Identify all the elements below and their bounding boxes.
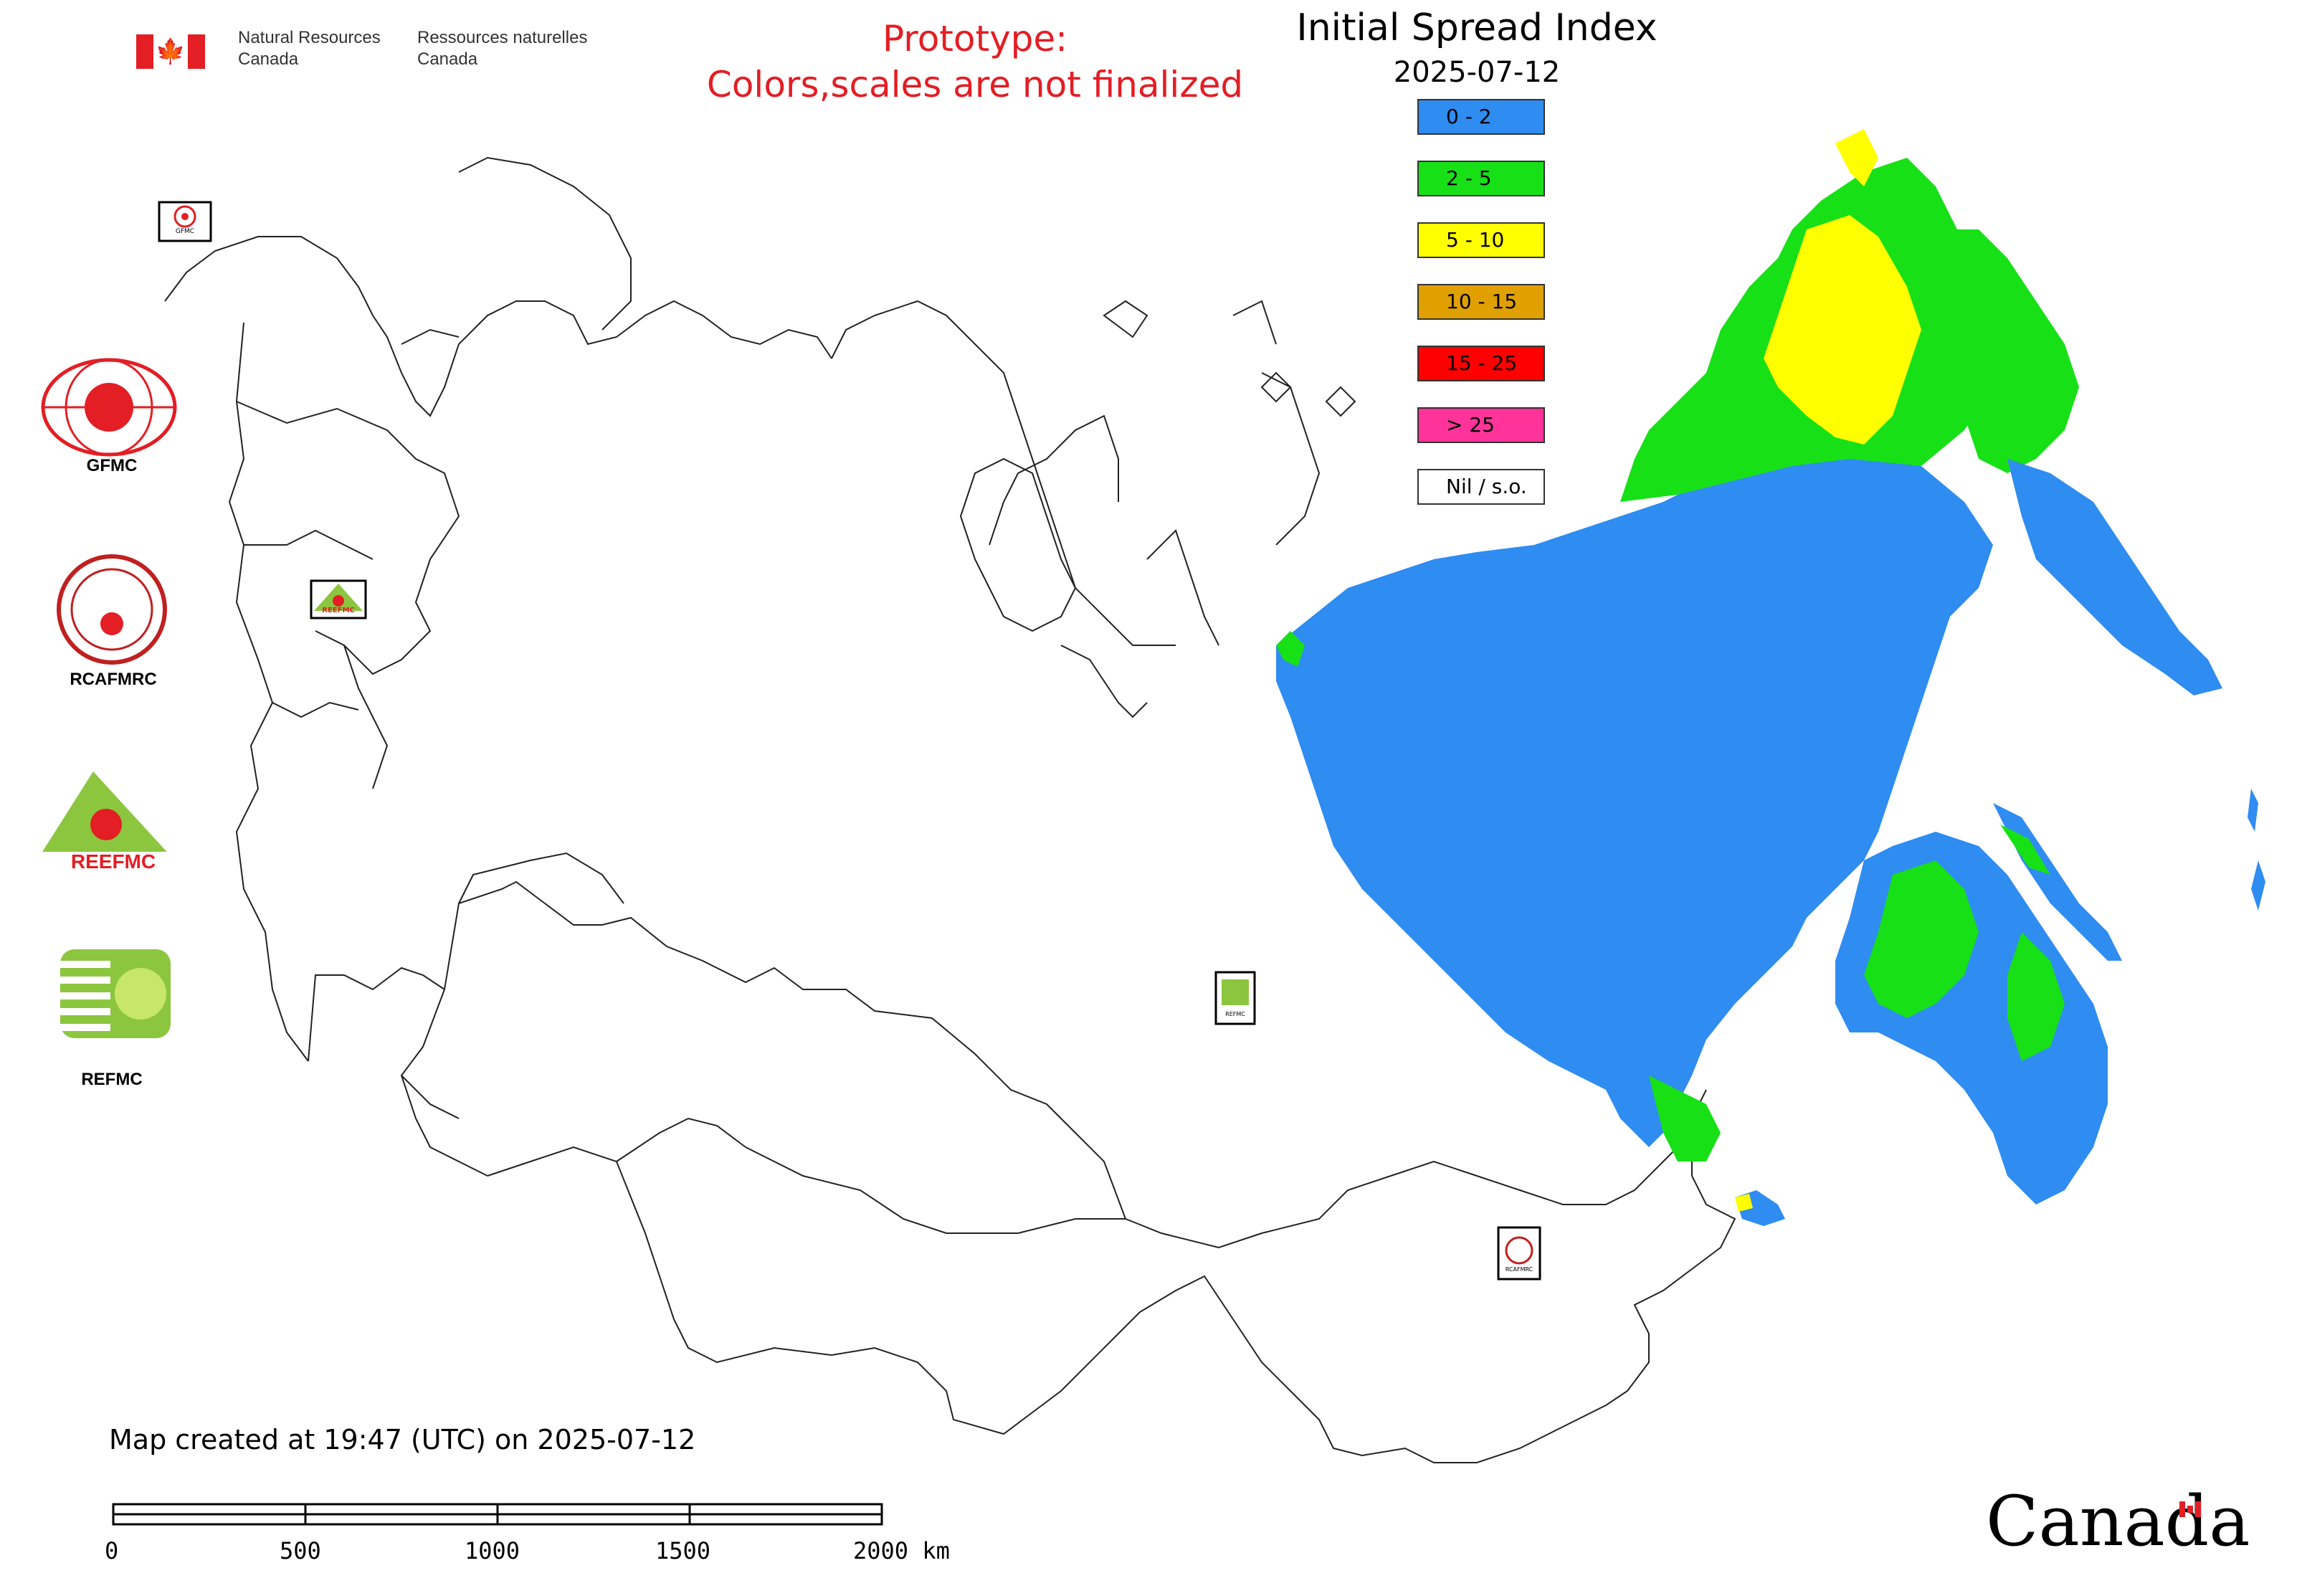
canada-flag-icon: 🍁 [136, 34, 205, 69]
rcafmrc-small-logo [1497, 1226, 1541, 1281]
government-header: 🍁 Natural Resources Canada Ressources na… [136, 27, 609, 77]
refmc-logo-label: REFMC [81, 1070, 143, 1089]
scale-label-0: 0 [105, 1537, 119, 1564]
prototype-notice: Prototype: Colors,scales are not finaliz… [706, 18, 1244, 105]
reefmc-logo [39, 771, 189, 869]
legend-item-0-2: 0 - 2 [1417, 99, 1545, 135]
gfmc-small-label: GFMC [175, 228, 195, 235]
legend-item-15-25: 15 - 25 [1417, 346, 1545, 381]
department-name-fr: Ressources naturelles Canada [417, 28, 588, 69]
map-created-text: Map created at 19:47 (UTC) on 2025-07-12 [109, 1424, 696, 1455]
refmc-small-logo [1214, 971, 1256, 1025]
isi-raster [1276, 129, 2265, 1226]
rcafmrc-logo-label: RCAFMRC [70, 670, 157, 689]
scale-label-1000: 1000 [465, 1537, 520, 1564]
scale-bar [112, 1503, 883, 1526]
map-title: Initial Spread Index [1296, 6, 1657, 49]
reefmc-small-label: REEFMC [322, 607, 355, 614]
scale-label-1500: 1500 [655, 1537, 711, 1564]
legend-item-nil: Nil / s.o. [1417, 469, 1545, 505]
reefmc-logo-label: REEFMC [70, 850, 156, 873]
refmc-logo [60, 949, 171, 1038]
refmc-small-label: REFMC [1225, 1011, 1245, 1017]
reefmc-small-logo [310, 579, 367, 619]
country-boundaries [164, 156, 1736, 1463]
gfmc-logo [41, 358, 177, 457]
wordmark-flag-icon [2179, 1501, 2201, 1517]
gfmc-logo-label: GFMC [86, 456, 138, 475]
map-date: 2025-07-12 [1393, 56, 1561, 89]
legend-item-5-10: 5 - 10 [1417, 222, 1545, 258]
scale-label-2000: 2000 km [853, 1537, 950, 1564]
scale-label-500: 500 [280, 1537, 321, 1564]
gfmc-small-logo [158, 201, 212, 242]
rcafmrc-logo [57, 554, 167, 665]
legend-item-10-15: 10 - 15 [1417, 284, 1545, 320]
rcafmrc-small-label: RCAFMRC [1505, 1266, 1533, 1273]
department-name-en: Natural Resources Canada [238, 28, 381, 69]
legend-item-2-5: 2 - 5 [1417, 161, 1545, 196]
legend-item-over-25: > 25 [1417, 407, 1545, 443]
canada-wordmark: Canada [1986, 1481, 2250, 1562]
